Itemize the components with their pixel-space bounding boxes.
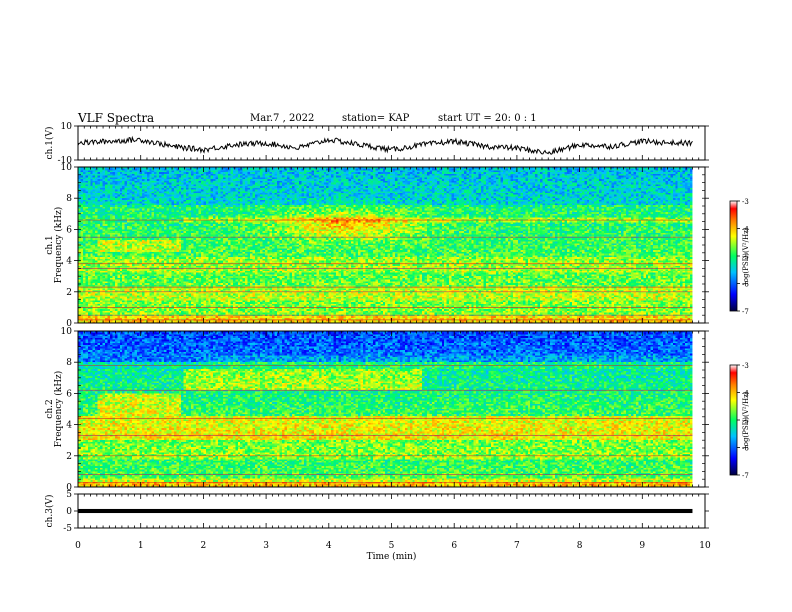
ch1-colorbar-tick-label: -7	[742, 308, 749, 316]
x-tick-label: 4	[326, 541, 332, 551]
x-tick-label: 1	[138, 541, 144, 551]
x-tick-label: 5	[389, 541, 395, 551]
x-tick-label: 0	[75, 541, 81, 551]
ch1-spectrogram-ytick-label: 8	[66, 194, 72, 204]
ch2-spectrogram-ylabel-freq: Frequency (kHz)	[53, 371, 64, 448]
ch1-colorbar-tick-label: -5	[742, 253, 749, 261]
ch1-spectrogram-ylabel-freq: Frequency (kHz)	[53, 207, 64, 284]
ch2-colorbar-tick-label: -7	[742, 472, 749, 480]
ch2-spectrogram-ytick-label: 0	[66, 483, 72, 493]
ch3-waveform-ytick-label: 0	[66, 507, 72, 517]
ch2-colorbar-bar	[729, 364, 738, 476]
ch1-waveform-ytick-label: 10	[61, 122, 73, 132]
date-label: Mar.7 , 2022	[250, 113, 315, 124]
ch2-spectrogram-ylabel: ch.2	[45, 399, 55, 418]
ch1-spectrogram-ytick-label: 2	[66, 288, 72, 298]
chart-title: VLF Spectra	[78, 111, 155, 125]
ch1-spectrogram-ytick-label: 6	[66, 225, 72, 235]
ch3-waveform-ytick-label: 5	[66, 490, 72, 500]
ch2-spectrogram-ytick-label: 8	[66, 358, 72, 368]
x-tick-label: 9	[639, 541, 645, 551]
ch2-spectrogram-ytick-label: 10	[61, 327, 73, 337]
ch2-colorbar-label: log(PSD)(V²/Hz)	[742, 391, 750, 448]
ch2-spectrogram-ytick-label: 2	[66, 452, 72, 462]
ch2-colorbar-tick-label: -5	[742, 417, 749, 425]
x-tick-label: 2	[201, 541, 207, 551]
s2-spectrogram-image	[78, 331, 693, 487]
ch2-spectrogram-ytick-label: 6	[66, 389, 72, 399]
ch1-waveform-ytick-label: -10	[58, 156, 73, 166]
ch1-spectrogram-ytick-label: 10	[61, 163, 73, 173]
ch1-waveform-trace	[77, 135, 693, 155]
ch2-colorbar-tick-label: -3	[742, 362, 749, 370]
ch2-colorbar-tick-label: -6	[742, 445, 749, 453]
s1-spectrogram-image	[78, 167, 693, 323]
ch1-spectrogram-ylabel: ch.1	[45, 235, 55, 254]
ch1-spectrogram-ytick-label: 0	[66, 319, 72, 329]
x-tick-label: 10	[699, 541, 711, 551]
ch1-colorbar-label: log(PSD)(V²/Hz)	[742, 227, 750, 284]
ch3-waveform-ytick-label: -5	[63, 524, 72, 534]
ch2-spectrogram-ytick-label: 4	[66, 421, 72, 431]
ch2-colorbar-tick-label: -4	[742, 390, 749, 398]
ch1-colorbar-bar	[729, 200, 738, 312]
x-tick-label: 7	[514, 541, 520, 551]
ch1-colorbar-tick-label: -3	[742, 198, 749, 206]
x-tick-label: 3	[263, 541, 269, 551]
station-label: station= KAP	[342, 113, 410, 124]
ch1-spectrogram-ytick-label: 4	[66, 257, 72, 267]
x-tick-label: 6	[451, 541, 457, 551]
start-time-label: start UT = 20: 0 : 1	[438, 113, 537, 124]
ch1-colorbar-tick-label: -6	[742, 281, 749, 289]
ch3-waveform-trace	[78, 508, 693, 514]
x-axis-label: Time (min)	[367, 551, 417, 562]
ch1-waveform-ylabel: ch.1(V)	[44, 127, 55, 160]
ch1-waveform-frame	[77, 125, 706, 161]
ch3-waveform-ylabel: ch.3(V)	[44, 495, 55, 528]
x-tick-label: 8	[577, 541, 583, 551]
ch1-colorbar-tick-label: -4	[742, 226, 749, 234]
